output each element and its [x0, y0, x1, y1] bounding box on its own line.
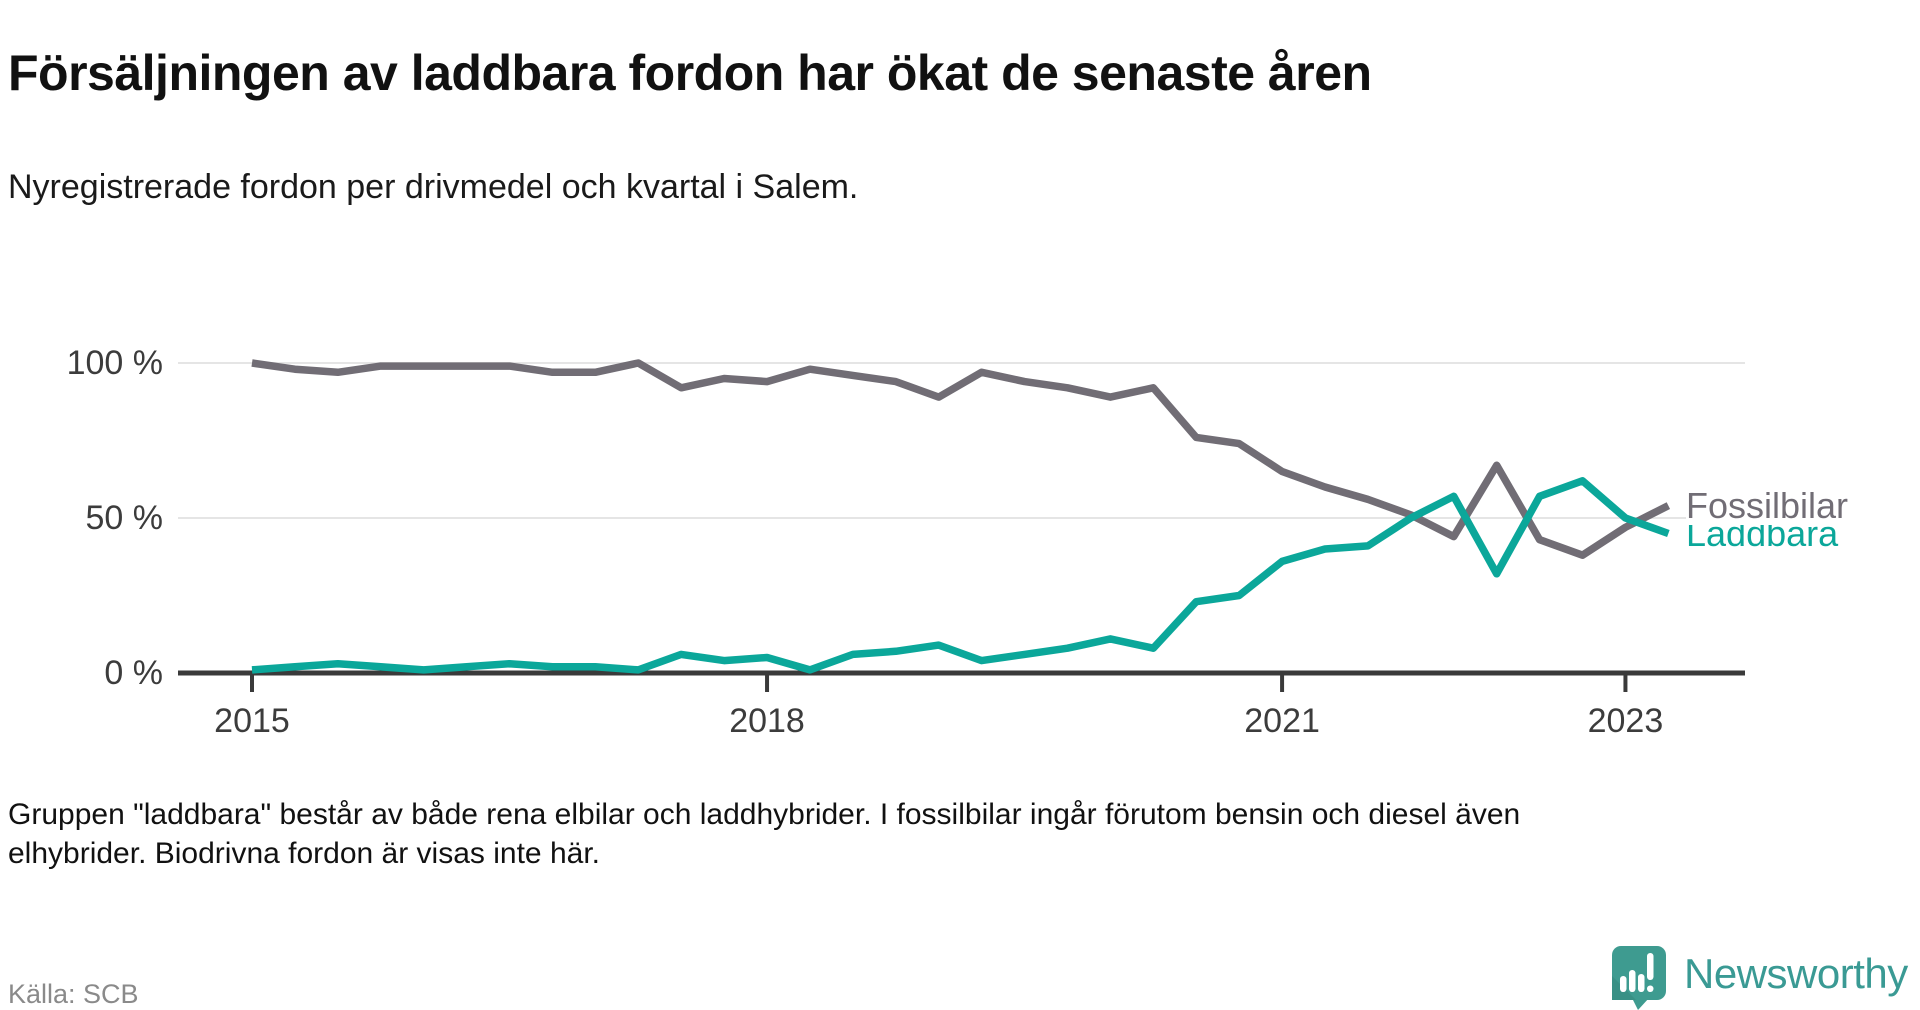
y-axis-label: 50 % [85, 499, 164, 537]
series-label-fossilbilar: Fossilbilar [1686, 486, 1855, 525]
brand-wordmark: Newsworthy [1684, 950, 1908, 997]
x-axis-label: 2015 [214, 702, 290, 740]
footnote: Gruppen "laddbara" består av både rena e… [8, 798, 1521, 870]
y-axis-label: 0 % [104, 654, 163, 692]
x-axis-label: 2023 [1587, 702, 1664, 740]
logo-bar-3 [1638, 974, 1645, 992]
page-title: Försäljningen av laddbara fordon har öka… [8, 44, 1372, 101]
logo-bar-2 [1629, 970, 1636, 992]
y-axis-label: 100 % [66, 344, 163, 382]
chart-subtitle: Nyregistrerade fordon per drivmedel och … [8, 168, 859, 206]
logo-bar-1 [1620, 976, 1627, 992]
series-line-laddbara [251, 477, 1670, 674]
newsworthy-logo: Newsworthy [1612, 946, 1908, 1010]
logo-exclamation-dot [1647, 985, 1654, 992]
logo-bubble-tail [1632, 998, 1649, 1010]
x-axis-label: 2021 [1244, 702, 1320, 740]
source-label: Källa: SCB [8, 979, 139, 1009]
x-axis-label: 2018 [729, 702, 805, 740]
logo-exclamation-bar [1647, 953, 1654, 980]
newsworthy-icon [1612, 946, 1666, 1010]
series-line-fossilbilar [251, 359, 1671, 559]
